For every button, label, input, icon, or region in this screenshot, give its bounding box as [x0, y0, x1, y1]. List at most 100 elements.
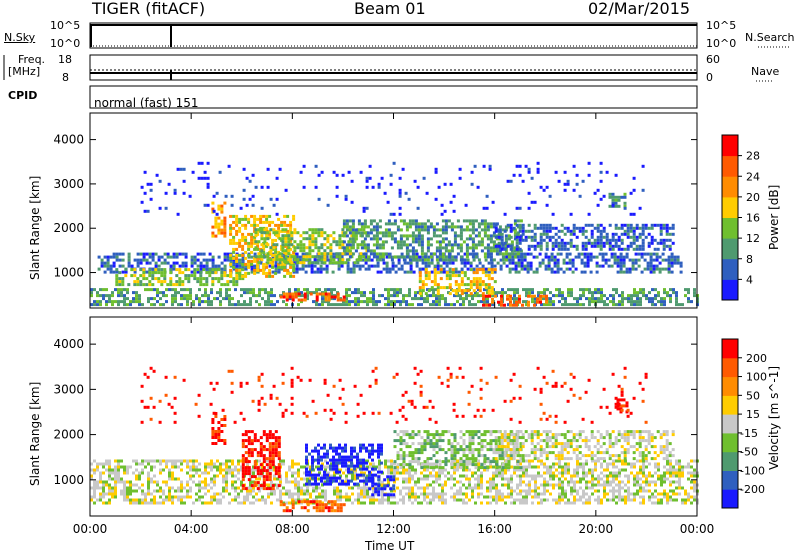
data-cell — [217, 207, 221, 211]
data-cell — [427, 264, 431, 268]
data-cell — [622, 258, 626, 262]
data-cell — [348, 288, 351, 292]
data-cell — [96, 303, 99, 307]
data-cell — [485, 194, 489, 198]
data-cell — [629, 241, 633, 245]
data-cell — [93, 486, 96, 490]
data-cell — [435, 300, 438, 304]
data-cell — [444, 303, 447, 307]
data-cell — [365, 176, 369, 180]
data-cell — [252, 291, 255, 295]
data-cell — [613, 252, 617, 256]
data-cell — [133, 258, 137, 262]
data-cell — [579, 288, 582, 292]
data-cell — [435, 255, 439, 259]
data-cell — [668, 232, 672, 236]
data-cell — [139, 258, 143, 262]
data-cell — [291, 298, 295, 302]
data-cell — [590, 223, 594, 227]
data-cell — [381, 240, 385, 244]
data-cell — [493, 280, 497, 284]
data-cell — [229, 264, 233, 268]
data-cell — [241, 262, 245, 266]
data-cell — [465, 495, 468, 499]
data-cell — [565, 252, 569, 256]
data-cell — [471, 492, 474, 496]
data-cell — [283, 229, 287, 233]
data-cell — [150, 468, 153, 472]
data-cell — [336, 498, 339, 502]
data-cell — [576, 462, 579, 466]
data-cell — [652, 270, 656, 274]
data-cell — [145, 252, 149, 256]
data-cell — [156, 288, 159, 292]
data-cell — [178, 283, 182, 287]
data-cell — [623, 247, 627, 251]
data-cell — [628, 267, 632, 271]
data-cell — [596, 238, 600, 242]
data-cell — [542, 223, 546, 227]
data-cell — [546, 489, 549, 493]
data-cell — [507, 492, 510, 496]
data-cell — [576, 459, 579, 463]
data-cell — [471, 222, 475, 226]
data-cell — [560, 223, 564, 227]
data-cell — [175, 274, 179, 278]
data-cell — [292, 250, 296, 254]
data-cell — [240, 468, 243, 472]
data-cell — [599, 161, 603, 165]
data-cell — [145, 258, 149, 262]
data-cell — [142, 255, 146, 259]
data-cell — [612, 303, 615, 307]
data-cell — [265, 274, 269, 278]
data-cell — [557, 244, 561, 248]
data-cell — [411, 303, 414, 307]
data-cell — [552, 474, 555, 478]
data-cell — [306, 291, 309, 295]
data-cell — [405, 228, 409, 232]
data-cell — [560, 229, 564, 233]
data-cell — [115, 258, 119, 262]
data-cell — [429, 498, 432, 502]
data-cell — [432, 234, 436, 238]
data-cell — [575, 226, 579, 230]
data-cell — [569, 241, 573, 245]
data-cell — [219, 498, 222, 502]
data-cell — [539, 226, 543, 230]
data-cell — [582, 465, 585, 469]
data-cell — [558, 465, 561, 469]
data-cell — [360, 291, 363, 295]
ytick-label: 4000 — [53, 133, 84, 147]
data-cell — [138, 297, 141, 301]
data-cell — [105, 480, 108, 484]
data-cell — [426, 495, 429, 499]
data-cell — [435, 234, 439, 238]
data-cell — [581, 229, 585, 233]
data-cell — [459, 228, 463, 232]
data-cell — [192, 459, 195, 463]
data-cell — [196, 277, 200, 281]
data-cell — [509, 235, 513, 239]
data-cell — [495, 492, 498, 496]
data-cell — [174, 294, 177, 298]
data-cell — [507, 255, 511, 259]
data-cell — [514, 270, 518, 274]
data-cell — [357, 303, 360, 307]
data-cell — [285, 474, 288, 478]
data-cell — [611, 198, 615, 202]
data-cell — [551, 247, 555, 251]
data-cell — [168, 477, 171, 481]
data-cell — [492, 249, 496, 253]
data-cell — [596, 223, 600, 227]
data-cell — [438, 471, 441, 475]
data-cell — [533, 238, 537, 242]
data-cell — [665, 238, 669, 242]
data-cell — [108, 462, 111, 466]
data-cell — [198, 468, 201, 472]
data-cell — [586, 255, 590, 259]
data-cell — [515, 164, 519, 168]
data-cell — [507, 252, 511, 256]
data-cell — [126, 489, 129, 493]
data-cell — [564, 462, 567, 466]
data-cell — [603, 474, 606, 478]
